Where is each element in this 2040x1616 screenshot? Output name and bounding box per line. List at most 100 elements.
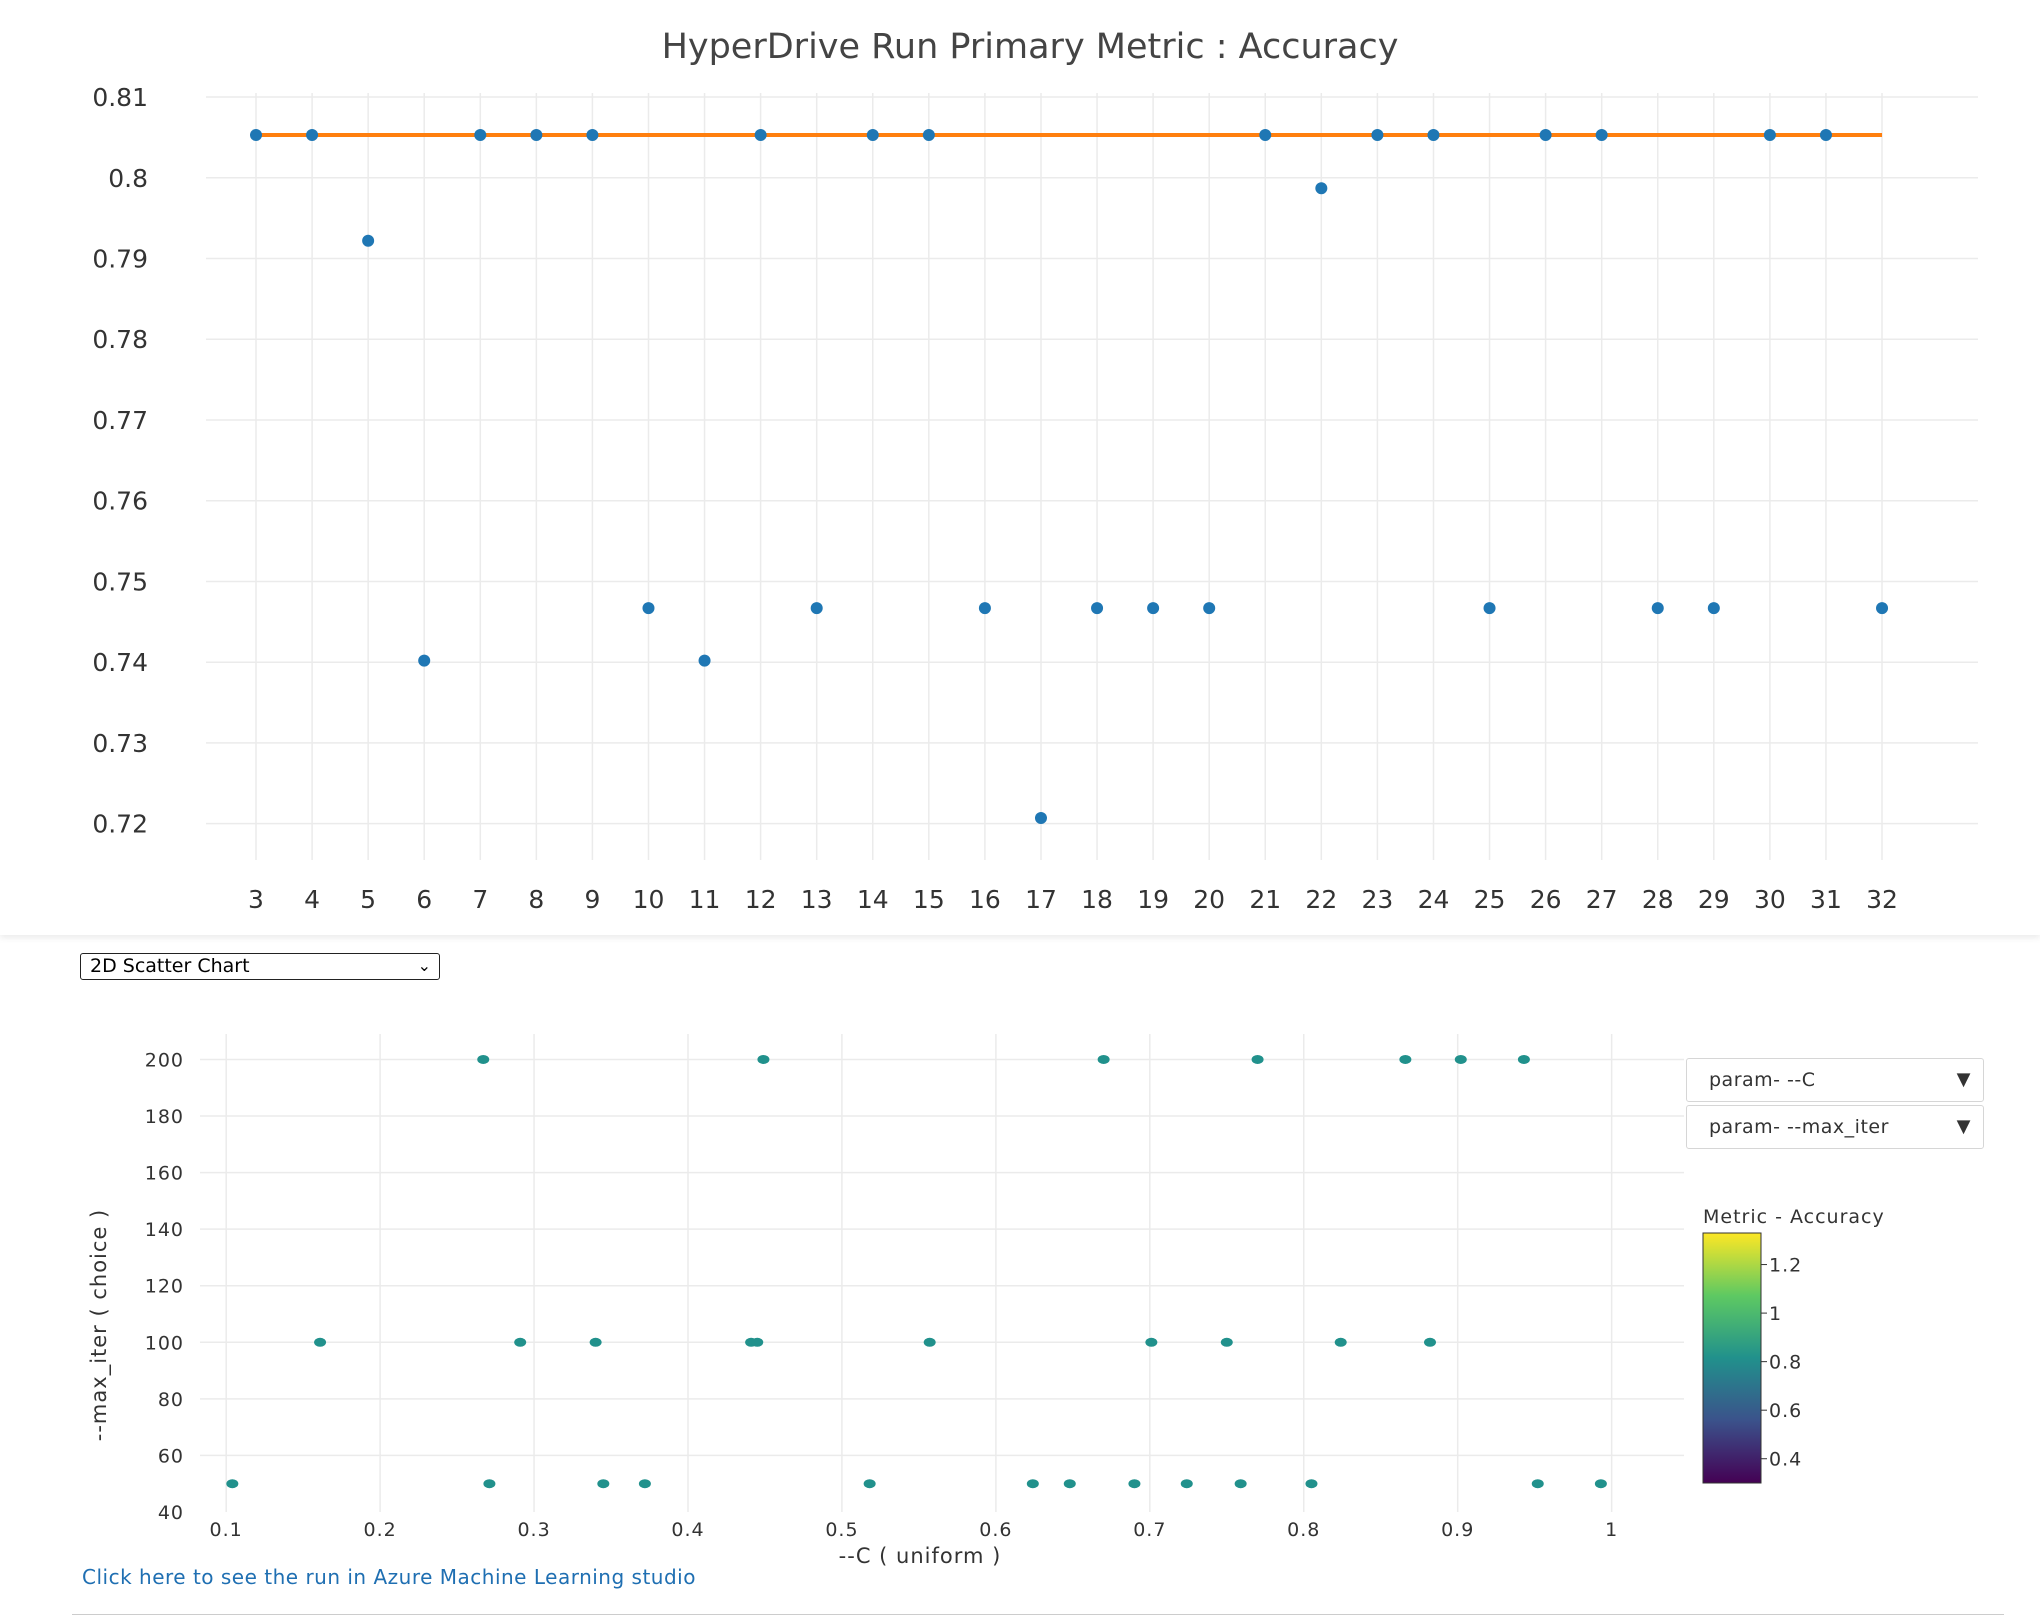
- y-tick-label: 160: [145, 1163, 184, 1185]
- y-param-dropdown[interactable]: param- --max_iter ▼: [1686, 1105, 1984, 1149]
- scatter-point: [923, 1337, 936, 1347]
- y-tick-label: 80: [158, 1389, 184, 1411]
- y-tick-label: 0.72: [92, 810, 148, 839]
- chart-title: HyperDrive Run Primary Metric : Accuracy: [662, 27, 1399, 67]
- data-point: [810, 602, 823, 615]
- triangle-down-icon: ▼: [1956, 1116, 1971, 1137]
- data-point: [362, 234, 375, 247]
- x-tick-label: 0.2: [364, 1519, 397, 1541]
- scatter-point: [1180, 1479, 1193, 1489]
- x-tick-label: 28: [1642, 885, 1674, 914]
- triangle-down-icon: ▼: [1956, 1069, 1971, 1090]
- y-tick-label: 0.77: [92, 406, 148, 435]
- scatter-point: [589, 1337, 602, 1347]
- scatter-point: [1234, 1479, 1247, 1489]
- y-tick-label: 100: [145, 1332, 184, 1354]
- accuracy-chart-panel: 3 4 5 6 7 8 9 10 11 12 13 14 15 16 17 18 19 20 21 22 23 24 25 2…: [92, 27, 1978, 914]
- scatter-point: [1423, 1337, 1436, 1347]
- y-param-dropdown-label: param- --max_iter: [1709, 1116, 1889, 1138]
- x-tick-label: 25: [1474, 885, 1506, 914]
- data-point: [1091, 602, 1104, 615]
- scatter-point: [1399, 1054, 1412, 1064]
- data-point: [1483, 602, 1496, 615]
- y-axis-label: --max_iter ( choice ): [87, 1209, 112, 1441]
- data-point: [1539, 128, 1552, 141]
- x-tick-label: 8: [528, 885, 544, 914]
- colorbar-title: Metric - Accuracy: [1703, 1206, 1885, 1228]
- scatter-point: [1251, 1054, 1264, 1064]
- data-point: [754, 128, 767, 141]
- x-param-dropdown[interactable]: param- --C ▼: [1686, 1058, 1984, 1102]
- x-tick-label: 13: [801, 885, 833, 914]
- data-point: [1259, 128, 1272, 141]
- x-tick-label: 20: [1193, 885, 1225, 914]
- y-tick-label: 40: [158, 1502, 184, 1524]
- x-tick-label: 0.4: [671, 1519, 704, 1541]
- y-tick-label: 0.81: [92, 83, 148, 112]
- x-tick-label: 17: [1025, 885, 1057, 914]
- x-tick-label: 5: [360, 885, 376, 914]
- azure-studio-link[interactable]: Click here to see the run in Azure Machi…: [82, 1565, 696, 1589]
- chart-type-select-value: 2D Scatter Chart: [90, 955, 250, 977]
- data-point: [1763, 128, 1776, 141]
- x-tick-label: 31: [1810, 885, 1842, 914]
- data-point: [642, 602, 655, 615]
- x-tick-label: 18: [1081, 885, 1113, 914]
- scatter-point: [1334, 1337, 1347, 1347]
- data-point: [250, 128, 262, 141]
- accuracy-chart: 3 4 5 6 7 8 9 10 11 12 13 14 15 16 17 18 19 20 21 22 23 24 25 2…: [92, 27, 1978, 914]
- x-tick-label: 0.1: [210, 1519, 243, 1541]
- colorbar-tick-label: 0.6: [1769, 1400, 1802, 1422]
- chart-type-select[interactable]: 2D Scatter Chart ⌄: [80, 953, 440, 980]
- data-point: [1034, 812, 1047, 825]
- colorbar-tick-label: 0.8: [1769, 1352, 1802, 1374]
- x-tick-label: 21: [1249, 885, 1281, 914]
- chevron-down-icon: ⌄: [417, 956, 431, 975]
- data-point: [978, 602, 991, 615]
- colorbar-tick-label: 1.2: [1769, 1255, 1802, 1277]
- y-tick-label: 0.75: [92, 567, 148, 596]
- data-point: [586, 128, 599, 141]
- x-tick-label: 15: [913, 885, 945, 914]
- x-tick-label: 0.3: [517, 1519, 550, 1541]
- colorbar: [1702, 1232, 1762, 1484]
- x-tick-label: 30: [1754, 885, 1786, 914]
- data-point: [530, 128, 543, 141]
- y-tick-label: 0.79: [92, 245, 148, 274]
- x-tick-label: 11: [689, 885, 721, 914]
- scatter-point: [1026, 1479, 1039, 1489]
- colorbar-tick-label: 0.4: [1769, 1449, 1802, 1471]
- x-param-dropdown-label: param- --C: [1709, 1069, 1816, 1091]
- data-point: [1819, 128, 1832, 141]
- data-point: [1203, 602, 1216, 615]
- data-point: [698, 654, 711, 667]
- x-tick-label: 16: [969, 885, 1001, 914]
- data-point: [1707, 602, 1720, 615]
- y-tick-label: 0.78: [92, 325, 148, 354]
- x-tick-label: 4: [304, 885, 320, 914]
- scatter-point: [1220, 1337, 1233, 1347]
- data-point: [418, 654, 431, 667]
- data-point: [866, 128, 879, 141]
- x-tick-label: 0.6: [979, 1519, 1012, 1541]
- data-point: [922, 128, 935, 141]
- data-point: [474, 128, 487, 141]
- scatter-point: [757, 1054, 770, 1064]
- scatter-point: [597, 1479, 610, 1489]
- scatter-point: [863, 1479, 876, 1489]
- x-tick-label: 0.8: [1287, 1519, 1320, 1541]
- y-tick-label: 0.76: [92, 487, 148, 516]
- scatter-point: [483, 1479, 496, 1489]
- y-tick-label: 0.73: [92, 729, 148, 758]
- x-tick-label: 10: [633, 885, 665, 914]
- x-tick-label: 6: [416, 885, 432, 914]
- scatter-point: [1063, 1479, 1076, 1489]
- x-axis-label: --C ( uniform ): [839, 1544, 1002, 1568]
- x-tick-label: 32: [1866, 885, 1898, 914]
- y-tick-label: 200: [145, 1049, 184, 1071]
- y-tick-label: 0.8: [108, 164, 148, 193]
- colorbar-tick-label: 1: [1769, 1303, 1782, 1325]
- data-point: [1595, 128, 1608, 141]
- data-point: [306, 128, 319, 141]
- x-tick-label: 22: [1305, 885, 1337, 914]
